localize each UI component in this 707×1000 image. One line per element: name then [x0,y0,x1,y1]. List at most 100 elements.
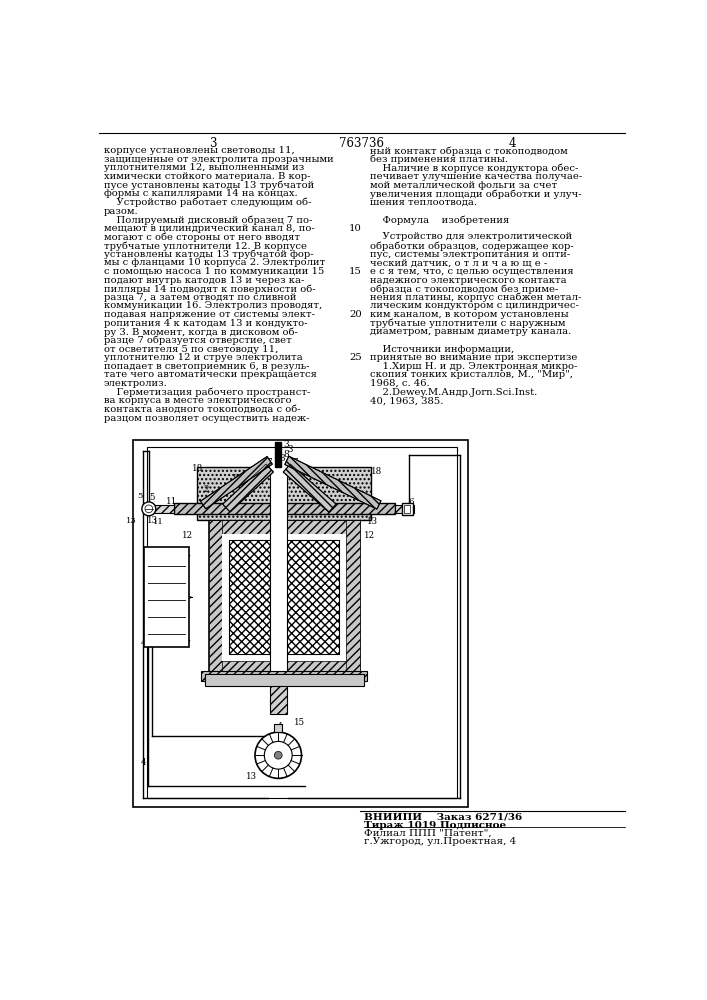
Circle shape [264,741,292,769]
Text: ким каналом, в котором установлены: ким каналом, в котором установлены [370,310,568,319]
Circle shape [145,505,153,513]
Text: 13: 13 [368,517,378,526]
Text: ропитания 4 к катодам 13 и кондукто-: ропитания 4 к катодам 13 и кондукто- [104,319,308,328]
Text: 40, 1963, 385.: 40, 1963, 385. [370,396,443,405]
Text: 4: 4 [141,639,146,648]
Text: 763736: 763736 [339,137,385,150]
Text: лическим кондуктором с цилиндричес-: лическим кондуктором с цилиндричес- [370,301,578,310]
Text: Филиал ППП "Патент",: Филиал ППП "Патент", [363,828,491,837]
Text: 2.Dewey.M.Андр.Jorn.Sci.Inst.: 2.Dewey.M.Андр.Jorn.Sci.Inst. [370,388,537,397]
Text: контакта анодного токоподвода с об-: контакта анодного токоподвода с об- [104,405,300,414]
Bar [209,520,360,674]
Text: разца 7, а затем отводят по сливной: разца 7, а затем отводят по сливной [104,293,296,302]
Text: мещают в цилиндрический канал 8, по-: мещают в цилиндрический канал 8, по- [104,224,315,233]
Text: от осветителя 5 по световоду 11,: от осветителя 5 по световоду 11, [104,345,279,354]
Bar [275,442,281,466]
Text: 4: 4 [508,137,516,150]
Text: 13: 13 [284,747,296,756]
Text: печивает улучшение качества получае-: печивает улучшение качества получае- [370,172,582,181]
Text: 1.Хирш Н. и др. Электронная микро-: 1.Хирш Н. и др. Электронная микро- [370,362,577,371]
Text: разцом позволяет осуществить надеж-: разцом позволяет осуществить надеж- [104,414,310,423]
Text: 12: 12 [363,531,375,540]
Text: образца с токоподводом без приме-: образца с токоподводом без приме- [370,284,558,294]
Text: 4: 4 [141,758,146,767]
Bar [270,674,287,714]
Bar [209,520,223,674]
Text: Формула    изобретения: Формула изобретения [370,215,509,225]
Text: е с я тем, что, с целью осуществления: е с я тем, что, с целью осуществления [370,267,573,276]
Text: 13: 13 [147,516,158,525]
Bar [174,503,395,514]
Text: 11: 11 [153,518,163,526]
Bar [270,503,287,515]
Text: 11: 11 [366,508,377,517]
Text: 1968, с. 46.: 1968, с. 46. [370,379,429,388]
Text: могают с обе стороны от него вводят: могают с обе стороны от него вводят [104,232,300,242]
Text: 3: 3 [288,445,293,454]
Text: 8: 8 [283,450,288,459]
Text: защищенные от электролита прозрачными: защищенные от электролита прозрачными [104,155,334,164]
Polygon shape [223,464,274,512]
Text: 9: 9 [309,585,315,594]
Bar [134,440,468,807]
Text: 15: 15 [213,675,224,684]
Bar [174,503,395,514]
Bar [146,505,174,513]
Circle shape [142,502,156,516]
Bar [144,547,189,647]
Bar [270,474,287,674]
Bar [201,671,368,681]
Text: трубчатые уплотнители 12. В корпусе: трубчатые уплотнители 12. В корпусе [104,241,307,251]
Text: мы с фланцами 10 корпуса 2. Электролит: мы с фланцами 10 корпуса 2. Электролит [104,258,325,267]
Bar [395,505,414,513]
Text: принятые во внимание при экспертизе: принятые во внимание при экспертизе [370,353,577,362]
Bar [209,661,360,674]
Bar [204,674,363,686]
Text: уплотнителю 12 и струе электролита: уплотнителю 12 и струе электролита [104,353,303,362]
Text: 18: 18 [371,467,382,476]
Text: пусе установлены катоды 13 трубчатой: пусе установлены катоды 13 трубчатой [104,181,314,190]
Text: 10: 10 [349,224,362,233]
Text: ческий датчик, о т л и ч а ю щ е -: ческий датчик, о т л и ч а ю щ е - [370,258,547,267]
Text: надежного электрического контакта: надежного электрического контакта [370,276,566,285]
Text: 2: 2 [203,485,209,494]
Text: ва корпуса в месте электрического: ва корпуса в месте электрического [104,396,291,405]
Polygon shape [284,464,336,512]
Text: 3: 3 [283,440,288,449]
Bar [404,505,410,513]
Text: подают внутрь катодов 13 и через ка-: подают внутрь катодов 13 и через ка- [104,276,304,285]
Text: 8: 8 [280,454,286,463]
Text: 5: 5 [149,493,155,502]
Bar [197,466,371,520]
Text: с помощью насоса 1 по коммуникации 15: с помощью насоса 1 по коммуникации 15 [104,267,325,276]
Text: скопия тонких кристаллов, М., "Мир",: скопия тонких кристаллов, М., "Мир", [370,370,573,379]
Text: 40: 40 [156,593,168,602]
Text: корпусе установлены световоды 11,: корпусе установлены световоды 11, [104,146,295,155]
Text: 15: 15 [293,718,305,727]
Text: 6: 6 [409,498,414,507]
Text: химически стойкого материала. В кор-: химически стойкого материала. В кор- [104,172,310,181]
Text: шения теплоотвода.: шения теплоотвода. [370,198,477,207]
Text: разом.: разом. [104,207,139,216]
Text: 11: 11 [166,497,177,506]
Text: установлены катоды 13 трубчатой фор-: установлены катоды 13 трубчатой фор- [104,250,313,259]
Text: 20: 20 [349,310,362,319]
Circle shape [274,751,282,759]
Text: ный контакт образца с токоподводом: ный контакт образца с токоподводом [370,146,568,156]
Text: 18: 18 [192,464,203,473]
Text: 13: 13 [245,772,257,781]
Text: диаметром, равным диаметру канала.: диаметром, равным диаметру канала. [370,327,571,336]
Text: Устройство для электролитической: Устройство для электролитической [370,232,572,241]
Text: 10: 10 [233,474,244,483]
Text: мой металлической фольги за счет: мой металлической фольги за счет [370,181,557,190]
Text: нения платины, корпус снабжен метал-: нения платины, корпус снабжен метал- [370,293,581,302]
Text: электролиз.: электролиз. [104,379,168,388]
Text: 15: 15 [349,267,362,276]
Bar [228,540,339,654]
Bar [197,466,371,520]
Text: 7: 7 [292,458,298,467]
Text: г.Ужгород, ул.Проектная, 4: г.Ужгород, ул.Проектная, 4 [363,837,515,846]
Text: тате чего автоматически прекращается: тате чего автоматически прекращается [104,370,317,379]
Text: обработки образцов, содержащее кор-: обработки образцов, содержащее кор- [370,241,573,251]
Text: коммуникации 16. Электролиз проводят,: коммуникации 16. Электролиз проводят, [104,301,322,310]
